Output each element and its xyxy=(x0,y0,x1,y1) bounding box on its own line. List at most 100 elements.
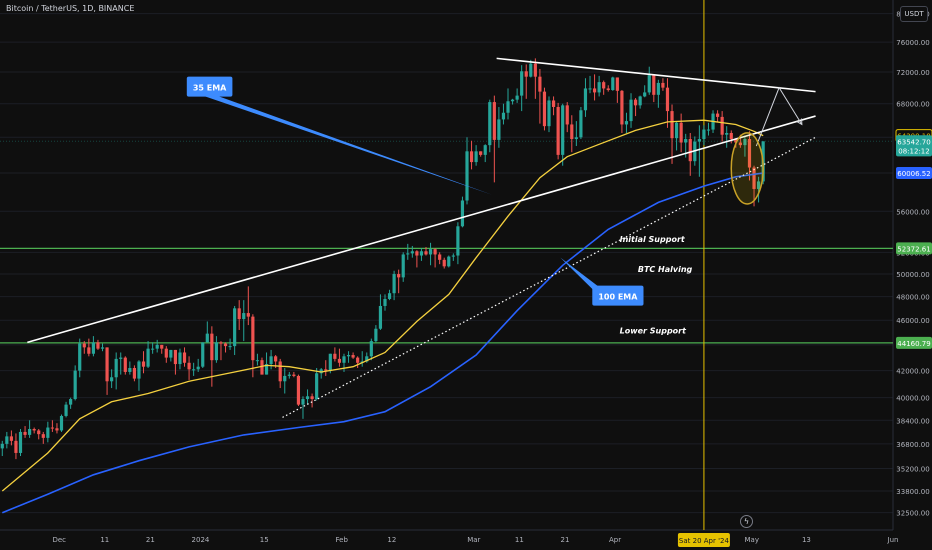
y-tick-label: 50000.00 xyxy=(896,271,929,279)
x-tick-label: 21 xyxy=(146,536,155,544)
y-tick-label: 46000.00 xyxy=(896,317,929,325)
candle-body xyxy=(333,353,337,359)
candle-body xyxy=(41,434,45,438)
candle-body xyxy=(319,369,323,374)
candle-body xyxy=(638,96,642,106)
candle-body xyxy=(506,101,510,113)
x-tick-label: 11 xyxy=(515,536,524,544)
callout-box xyxy=(186,76,233,97)
candle-body xyxy=(424,251,428,255)
candle-body xyxy=(738,142,742,146)
candle-body xyxy=(497,119,501,140)
candle-body xyxy=(160,344,164,349)
trendline-rising-support[interactable] xyxy=(282,136,816,418)
trendline-upper-resistance[interactable] xyxy=(496,57,816,93)
x-tick-label: 11 xyxy=(100,536,109,544)
y-tick-label: 76000.00 xyxy=(896,39,929,47)
candle-body xyxy=(451,255,455,257)
candle-body xyxy=(501,112,506,120)
candle-body xyxy=(725,132,729,135)
y-tick-label: 56000.00 xyxy=(896,208,929,216)
candle-body xyxy=(214,342,219,361)
price-label[interactable]: 60006.52 xyxy=(896,166,932,179)
y-tick-label: 68000.00 xyxy=(896,101,929,109)
candle-body xyxy=(747,139,752,168)
candle-body xyxy=(483,145,487,155)
candle-body xyxy=(91,342,95,354)
candle-body xyxy=(173,349,178,365)
candle-body xyxy=(82,343,86,348)
ema-100-line[interactable] xyxy=(1,172,764,514)
time-axis[interactable]: Dec 11 21 2024 15 Feb 12 Mar 11 21 Apr May 13 Jun xyxy=(52,536,898,544)
trendline-rising-resistance[interactable] xyxy=(27,115,816,344)
candle-body xyxy=(324,369,328,371)
candle-body xyxy=(438,254,442,260)
candle-body xyxy=(620,90,624,125)
candle-body xyxy=(374,328,378,342)
currency-unit-button[interactable]: USDT xyxy=(900,6,928,22)
price-label[interactable]: 63542.70 xyxy=(896,135,932,148)
candle-body xyxy=(579,110,583,138)
candle-body xyxy=(602,82,606,89)
y-tick-label: 33800.00 xyxy=(896,488,929,496)
price-label[interactable]: 08:12:12 xyxy=(896,144,932,157)
candle-body xyxy=(233,308,237,347)
candle-body xyxy=(223,343,228,347)
candle-body xyxy=(488,102,492,146)
candle-body xyxy=(315,373,319,400)
price-label-text: 63542.70 xyxy=(897,138,930,146)
candle-body xyxy=(756,181,761,189)
candle-body xyxy=(492,102,496,140)
annotation-label: Initial Support xyxy=(620,235,686,244)
candle-body xyxy=(201,342,205,367)
candle-body xyxy=(169,349,173,358)
candle-body xyxy=(128,368,132,372)
price-label-text: 44160.79 xyxy=(897,340,930,348)
candle-body xyxy=(369,341,373,357)
candle-body xyxy=(196,366,200,370)
chart-title: Bitcoin / TetherUS, 1D, BINANCE xyxy=(6,4,135,13)
candle-body xyxy=(87,347,91,354)
candle-body xyxy=(100,347,105,349)
y-tick-label: 38400.00 xyxy=(896,417,929,425)
candle-body xyxy=(155,344,159,349)
ema-35-line[interactable] xyxy=(1,119,764,492)
price-label[interactable]: 44160.79 xyxy=(896,336,932,349)
y-tick-label: 36800.00 xyxy=(896,441,929,449)
candle-body xyxy=(479,151,483,155)
candle-body xyxy=(442,259,446,267)
candle-body xyxy=(342,356,346,363)
candle-body xyxy=(679,122,683,143)
candle-body xyxy=(538,76,542,92)
candle-body xyxy=(228,346,232,348)
annotation-label: Lower Support xyxy=(620,327,687,336)
callout-100-ema[interactable]: 100 EMA xyxy=(560,257,644,306)
price-label[interactable]: 52372.61 xyxy=(896,242,932,255)
x-tick-label: Mar xyxy=(467,536,480,544)
annotation-label: BTC Halving xyxy=(638,265,693,274)
candle-body xyxy=(556,106,560,155)
highlight-ellipse[interactable] xyxy=(730,132,764,205)
candle-body xyxy=(611,77,615,91)
candle-body xyxy=(520,71,524,96)
candle-body xyxy=(296,375,301,405)
callout-text: 100 EMA xyxy=(598,293,638,302)
candle-body xyxy=(410,251,414,254)
candle-body xyxy=(752,167,756,189)
candle-body xyxy=(729,132,733,140)
candle-body xyxy=(182,352,187,363)
x-tick-label: Apr xyxy=(609,536,621,544)
candle-body xyxy=(59,415,64,431)
candle-body xyxy=(246,313,250,317)
candles xyxy=(0,58,765,460)
candle-body xyxy=(465,151,469,201)
lightning-icon[interactable]: ϟ xyxy=(740,515,753,528)
candle-body xyxy=(151,348,155,350)
candle-body xyxy=(78,343,82,371)
candle-body xyxy=(688,139,692,162)
callout-35-ema[interactable]: 35 EMA xyxy=(186,76,493,195)
candle-body xyxy=(274,356,278,362)
candle-body xyxy=(187,362,191,370)
projection-path[interactable] xyxy=(755,86,803,147)
